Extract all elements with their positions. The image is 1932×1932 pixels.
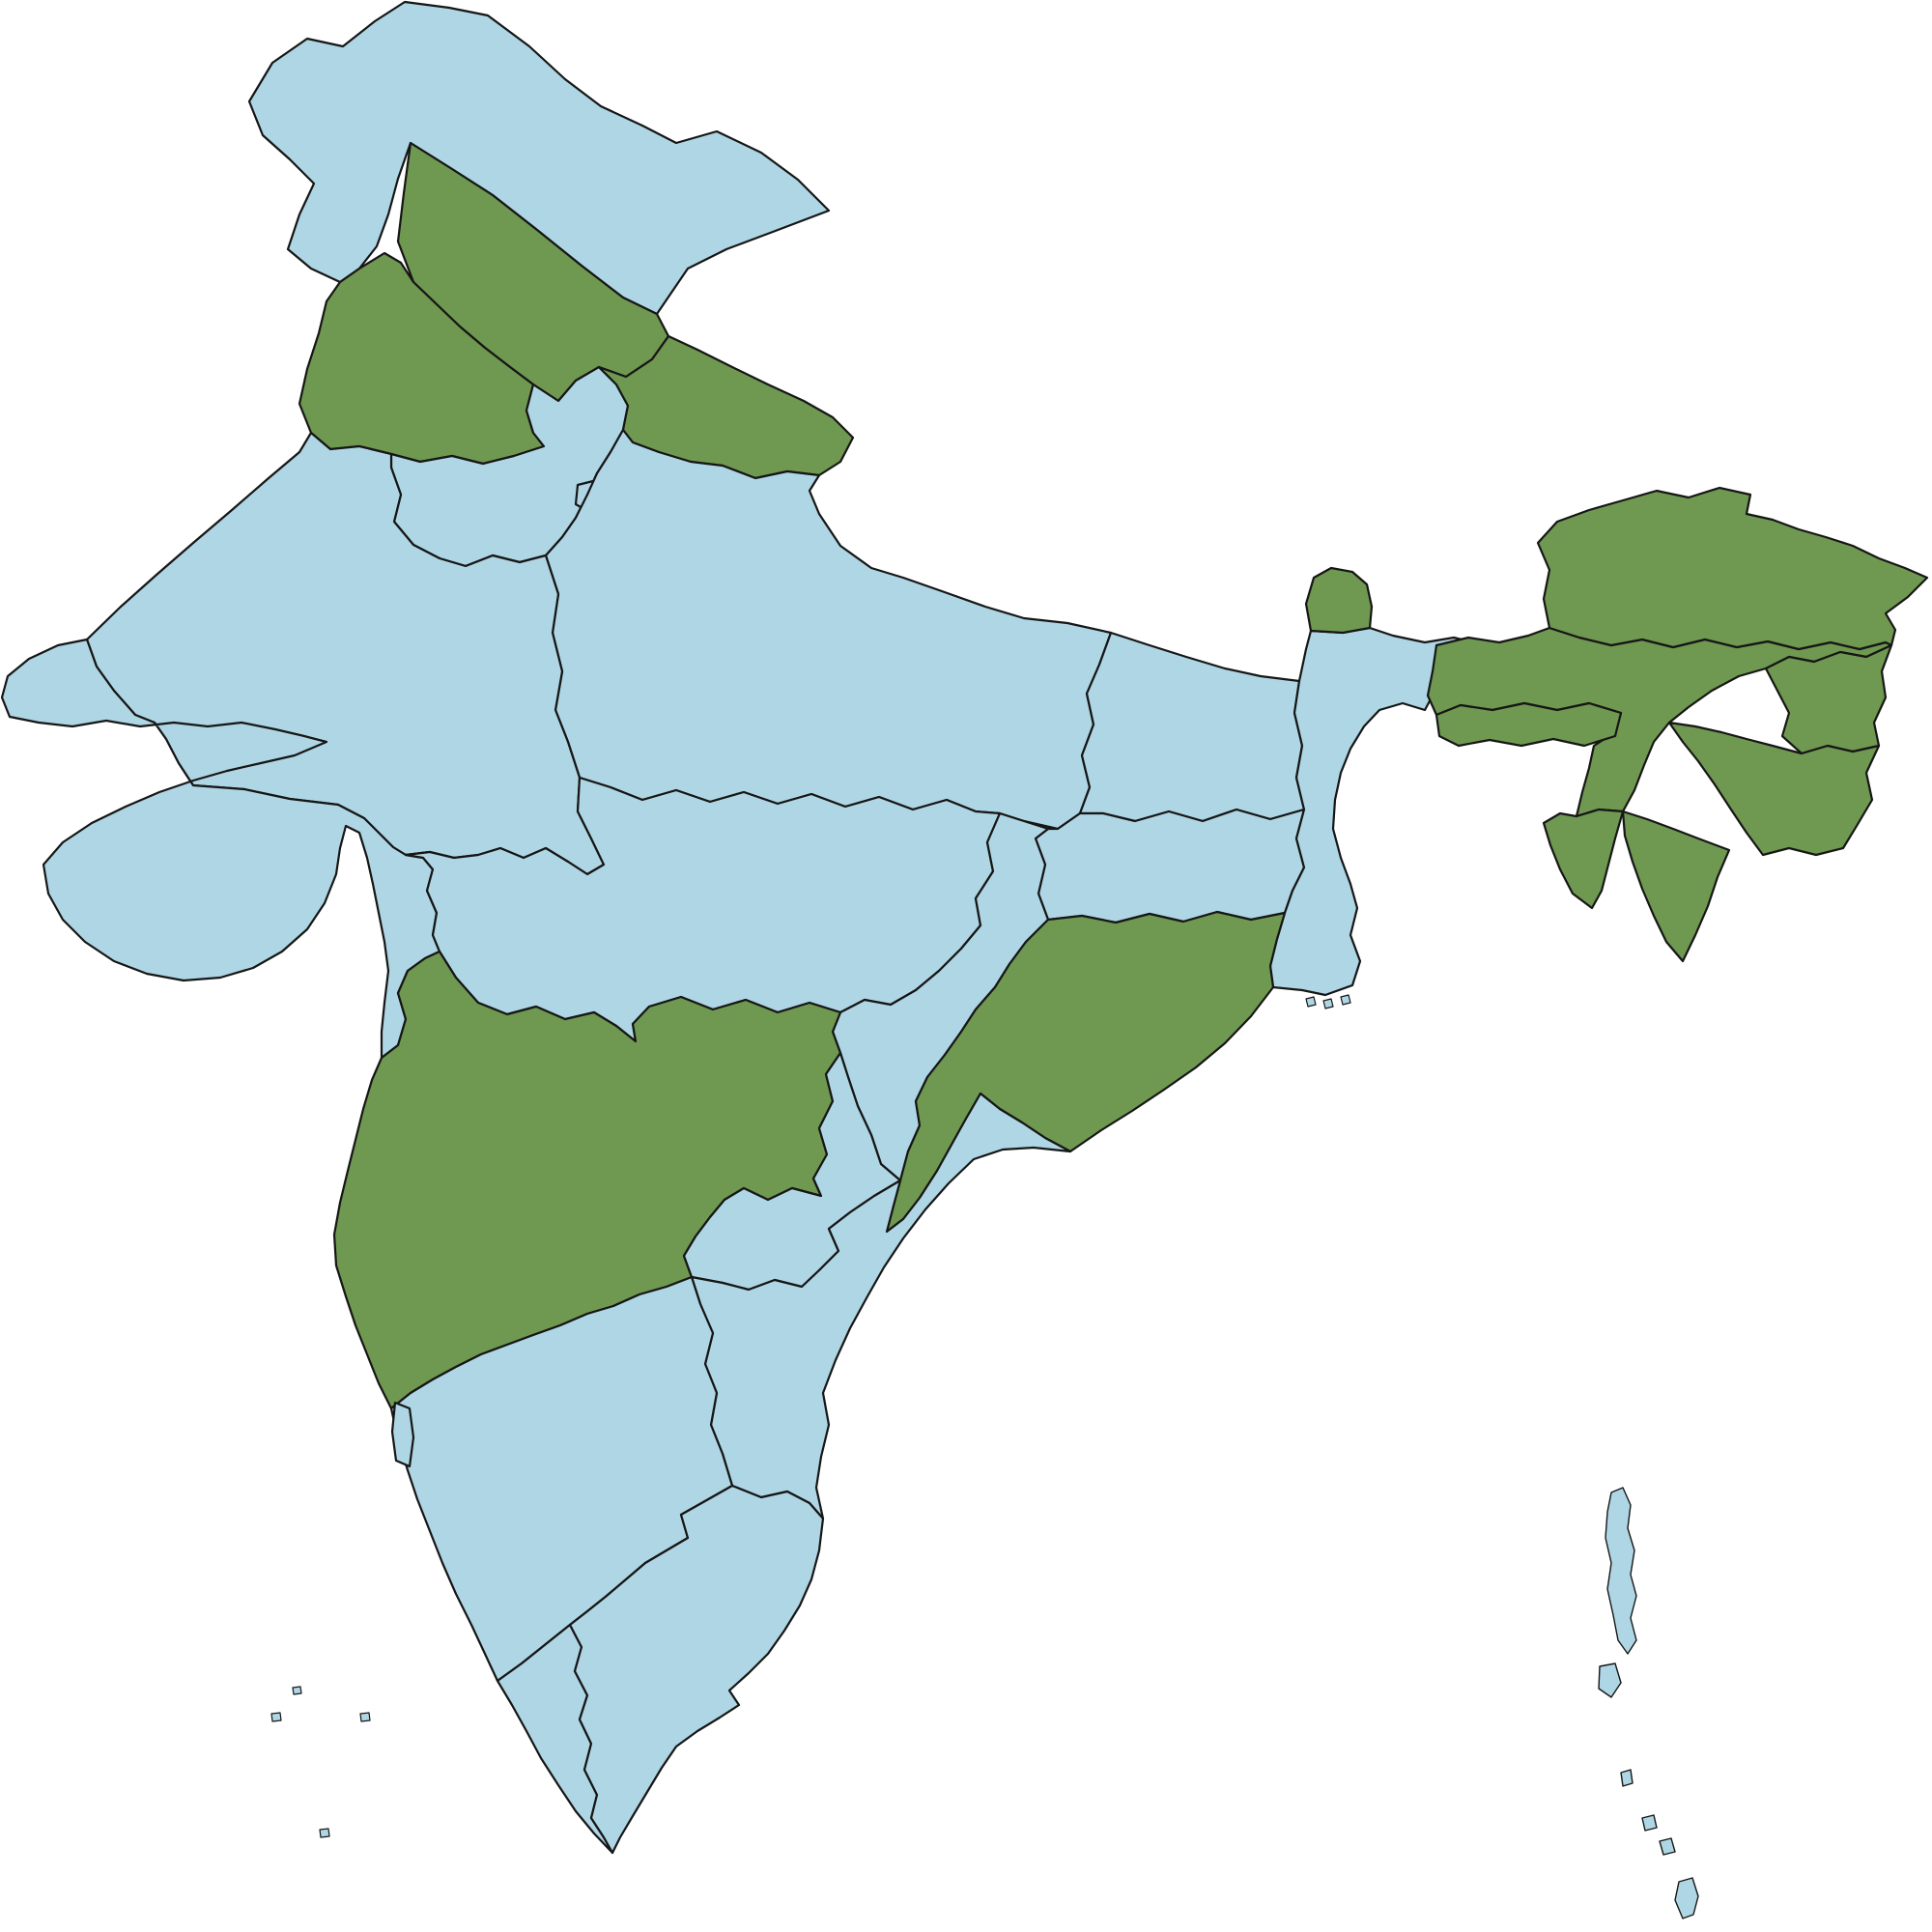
- state-tamil-nadu[interactable]: [568, 1484, 825, 1855]
- state-jharkhand[interactable]: [1034, 808, 1306, 924]
- state-andaman-nicobar[interactable]: [1598, 1487, 1699, 1919]
- state-arunachal-pradesh[interactable]: [1536, 486, 1929, 651]
- state-tripura[interactable]: [1542, 808, 1625, 910]
- state-uttar-pradesh[interactable]: [544, 428, 1113, 831]
- state-goa[interactable]: [390, 1401, 415, 1468]
- state-sikkim[interactable]: [1304, 566, 1374, 635]
- sundarbans-delta-islets: [1305, 994, 1351, 1009]
- state-mizoram[interactable]: [1621, 810, 1731, 963]
- state-meghalaya[interactable]: [1435, 701, 1623, 748]
- state-lakshadweep[interactable]: [270, 1686, 371, 1838]
- state-gujarat[interactable]: [0, 638, 441, 1060]
- state-nagaland[interactable]: [1764, 643, 1893, 755]
- state-manipur[interactable]: [1667, 721, 1881, 857]
- state-west-bengal[interactable]: [1268, 626, 1488, 997]
- state-bihar[interactable]: [1078, 631, 1306, 823]
